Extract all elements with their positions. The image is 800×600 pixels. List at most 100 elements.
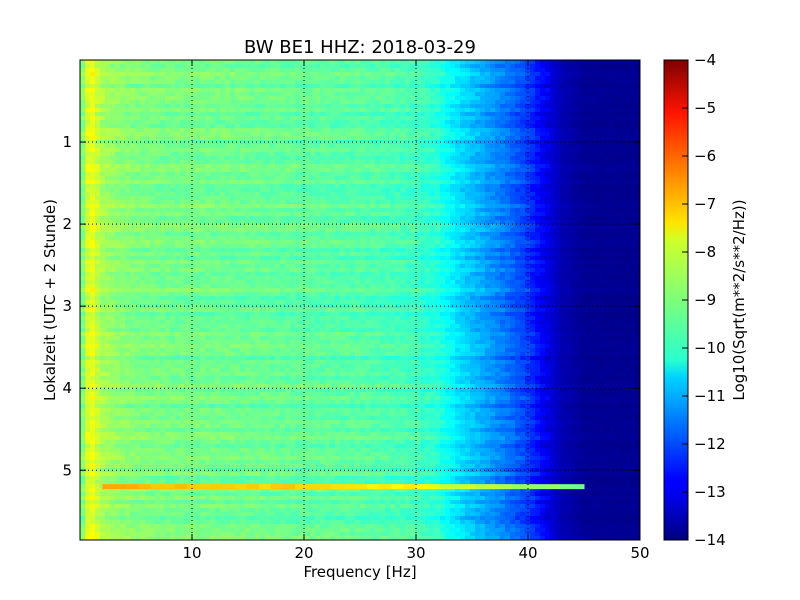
heatmap-cell: [280, 100, 286, 105]
heatmap-cell: [475, 212, 481, 217]
heatmap-cell: [160, 180, 166, 185]
heatmap-cell: [365, 140, 371, 145]
heatmap-cell: [180, 200, 186, 205]
heatmap-cell: [480, 212, 486, 217]
heatmap-cell: [355, 132, 361, 137]
heatmap-cell: [540, 196, 546, 201]
heatmap-cell: [135, 108, 141, 113]
heatmap-cell: [230, 124, 236, 129]
heatmap-cell: [310, 156, 316, 161]
heatmap-cell: [395, 108, 401, 113]
heatmap-cell: [155, 192, 161, 197]
heatmap-cell: [125, 64, 131, 69]
heatmap-cell: [180, 156, 186, 161]
heatmap-cell: [145, 80, 151, 85]
heatmap-cell: [270, 128, 276, 133]
heatmap-cell: [95, 216, 101, 221]
heatmap-cell: [150, 148, 156, 153]
heatmap-cell: [440, 148, 446, 153]
heatmap-cell: [515, 60, 521, 65]
heatmap-cell: [95, 156, 101, 161]
heatmap-cell: [350, 216, 356, 221]
heatmap-cell: [115, 144, 121, 149]
heatmap-cell: [440, 144, 446, 149]
heatmap-cell: [405, 192, 411, 197]
heatmap-cell: [420, 136, 426, 141]
heatmap-cell: [515, 116, 521, 121]
heatmap-cell: [165, 108, 171, 113]
heatmap-cell: [230, 112, 236, 117]
heatmap-cell: [360, 184, 366, 189]
heatmap-cell: [415, 156, 421, 161]
heatmap-cell: [230, 128, 236, 133]
heatmap-cell: [490, 100, 496, 105]
heatmap-cell: [425, 96, 431, 101]
heatmap-cell: [635, 116, 640, 121]
heatmap-cell: [330, 80, 336, 85]
heatmap-cell: [430, 212, 436, 217]
heatmap-cell: [260, 192, 266, 197]
heatmap-cell: [410, 172, 416, 177]
heatmap-cell: [330, 212, 336, 217]
heatmap-cell: [255, 156, 261, 161]
heatmap-cell: [130, 196, 136, 201]
heatmap-cell: [185, 84, 191, 89]
heatmap-cell: [140, 168, 146, 173]
heatmap-cell: [85, 212, 91, 217]
heatmap-cell: [505, 232, 511, 237]
heatmap-cell: [190, 156, 196, 161]
heatmap-cell: [240, 128, 246, 133]
heatmap-cell: [145, 200, 151, 205]
heatmap-cell: [150, 220, 156, 225]
heatmap-cell: [170, 108, 176, 113]
heatmap-cell: [100, 216, 106, 221]
heatmap-cell: [275, 136, 281, 141]
heatmap-cell: [210, 120, 216, 125]
heatmap-cell: [300, 176, 306, 181]
heatmap-cell: [450, 108, 456, 113]
heatmap-cell: [455, 212, 461, 217]
heatmap-cell: [150, 76, 156, 81]
heatmap-cell: [355, 172, 361, 177]
heatmap-cell: [205, 84, 211, 89]
heatmap-cell: [385, 84, 391, 89]
heatmap-cell: [385, 76, 391, 81]
heatmap-cell: [595, 212, 601, 217]
heatmap-cell: [140, 132, 146, 137]
heatmap-cell: [505, 80, 511, 85]
heatmap-cell: [210, 92, 216, 97]
heatmap-cell: [315, 96, 321, 101]
heatmap-cell: [310, 200, 316, 205]
heatmap-cell: [570, 128, 576, 133]
heatmap-cell: [545, 72, 551, 77]
heatmap-cell: [360, 92, 366, 97]
heatmap-cell: [185, 192, 191, 197]
heatmap-cell: [505, 76, 511, 81]
heatmap-cell: [240, 116, 246, 121]
heatmap-cell: [175, 88, 181, 93]
heatmap-cell: [225, 188, 231, 193]
heatmap-cell: [510, 132, 516, 137]
heatmap-cell: [580, 232, 586, 237]
heatmap-cell: [575, 180, 581, 185]
heatmap-cell: [110, 72, 116, 77]
heatmap-cell: [540, 60, 546, 65]
heatmap-cell: [215, 152, 221, 157]
heatmap-cell: [360, 152, 366, 157]
heatmap-cell: [555, 108, 561, 113]
heatmap-cell: [610, 196, 616, 201]
heatmap-cell: [270, 64, 276, 69]
heatmap-cell: [610, 112, 616, 117]
heatmap-cell: [145, 100, 151, 105]
heatmap-cell: [245, 196, 251, 201]
heatmap-cell: [425, 152, 431, 157]
heatmap-cell: [120, 132, 126, 137]
heatmap-cell: [120, 224, 126, 229]
heatmap-cell: [595, 100, 601, 105]
heatmap-cell: [255, 60, 261, 65]
heatmap-cell: [330, 128, 336, 133]
heatmap-cell: [385, 80, 391, 85]
heatmap-cell: [220, 104, 226, 109]
heatmap-cell: [370, 128, 376, 133]
heatmap-cell: [435, 140, 441, 145]
